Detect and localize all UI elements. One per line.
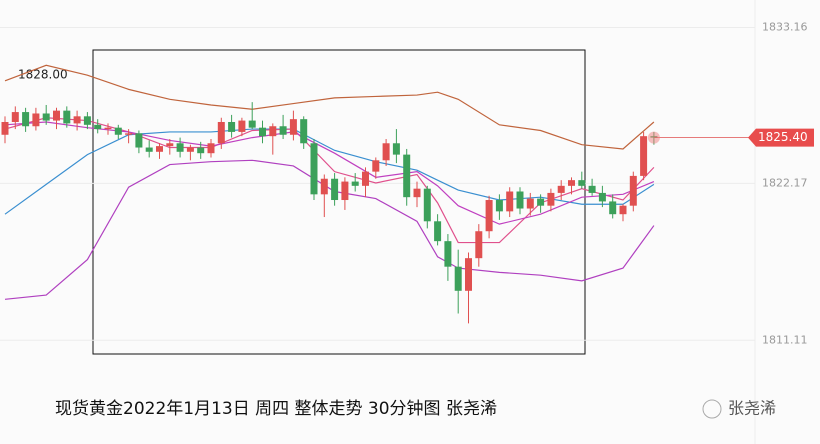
candle-body bbox=[32, 113, 40, 127]
price-tag bbox=[748, 128, 814, 147]
candle-body bbox=[465, 258, 472, 291]
candle-body bbox=[588, 185, 596, 193]
logo-icon bbox=[702, 399, 722, 419]
candle-body bbox=[382, 143, 390, 161]
candle-body bbox=[300, 119, 308, 144]
candle-body bbox=[351, 181, 359, 186]
price-tag-label: 1825.40 bbox=[758, 130, 808, 144]
candle-body bbox=[166, 143, 174, 147]
y-tick-label: 1833.16 bbox=[762, 21, 808, 34]
candle-body bbox=[526, 198, 534, 209]
candle-body bbox=[73, 116, 81, 124]
candle-body bbox=[186, 147, 194, 152]
candle-body bbox=[269, 126, 277, 137]
candle-body bbox=[372, 160, 380, 172]
candle-body bbox=[63, 110, 71, 124]
indicator-line bbox=[4, 159, 655, 300]
candle-body bbox=[506, 191, 514, 212]
candle-body bbox=[403, 154, 411, 198]
candle-body bbox=[53, 110, 60, 121]
plot: 1833.16 1822.17 1811.11 1825.40 bbox=[0, 21, 814, 346]
candle-body bbox=[609, 201, 617, 215]
candle-body bbox=[279, 126, 287, 135]
candle-body bbox=[341, 181, 349, 201]
candle-body bbox=[640, 136, 648, 176]
candle-body bbox=[331, 178, 339, 201]
candle-body bbox=[495, 200, 503, 212]
candle-body bbox=[207, 143, 215, 154]
caption: 现货黄金2022年1月13日 周四 整体走势 30分钟图 张尧浠 bbox=[55, 399, 497, 419]
candle-body bbox=[434, 221, 442, 242]
candle-body bbox=[485, 200, 493, 232]
candle-body bbox=[454, 266, 462, 291]
candle-body bbox=[289, 119, 297, 135]
watermark: 张尧浠 bbox=[728, 399, 776, 418]
candle-body bbox=[83, 116, 91, 125]
candle-body bbox=[156, 146, 163, 152]
candle-body bbox=[310, 143, 318, 195]
candle-body bbox=[619, 205, 627, 215]
candle-body bbox=[94, 124, 102, 130]
candle-body bbox=[197, 147, 205, 154]
candle-body bbox=[578, 180, 586, 186]
candle-body bbox=[629, 175, 637, 206]
candle-body bbox=[320, 178, 328, 195]
candle-body bbox=[125, 133, 133, 135]
candle-body bbox=[423, 188, 431, 222]
candle-body bbox=[557, 185, 565, 193]
y-tick-label: 1822.17 bbox=[762, 176, 808, 189]
highlight-box bbox=[92, 49, 586, 355]
candle-body bbox=[248, 120, 256, 128]
candle-body bbox=[1, 121, 9, 135]
candle-body bbox=[176, 143, 184, 152]
candle-body bbox=[444, 241, 452, 267]
indicator-line bbox=[4, 64, 655, 150]
candle-body bbox=[145, 147, 153, 152]
candle-body bbox=[104, 127, 112, 130]
annotation: 1828.00 bbox=[18, 68, 68, 82]
candle-body bbox=[217, 121, 225, 144]
candle-body bbox=[135, 133, 143, 148]
candle-body bbox=[392, 143, 400, 155]
candle-body bbox=[259, 127, 266, 137]
candle-body bbox=[11, 112, 19, 122]
y-tick-label: 1811.11 bbox=[762, 333, 808, 346]
candle-body bbox=[228, 121, 236, 132]
candle-body bbox=[537, 198, 545, 206]
candle-body bbox=[362, 171, 369, 186]
candle-body bbox=[568, 180, 575, 186]
candle-body bbox=[22, 112, 30, 127]
candle-body bbox=[475, 231, 483, 259]
candle-body bbox=[598, 192, 606, 202]
candle-body bbox=[547, 192, 555, 206]
price-dot bbox=[647, 131, 660, 144]
candle-body bbox=[42, 113, 50, 121]
candle-body bbox=[114, 127, 122, 135]
candle-body bbox=[238, 120, 246, 132]
candle-body bbox=[413, 188, 421, 198]
candle-body bbox=[516, 191, 524, 209]
